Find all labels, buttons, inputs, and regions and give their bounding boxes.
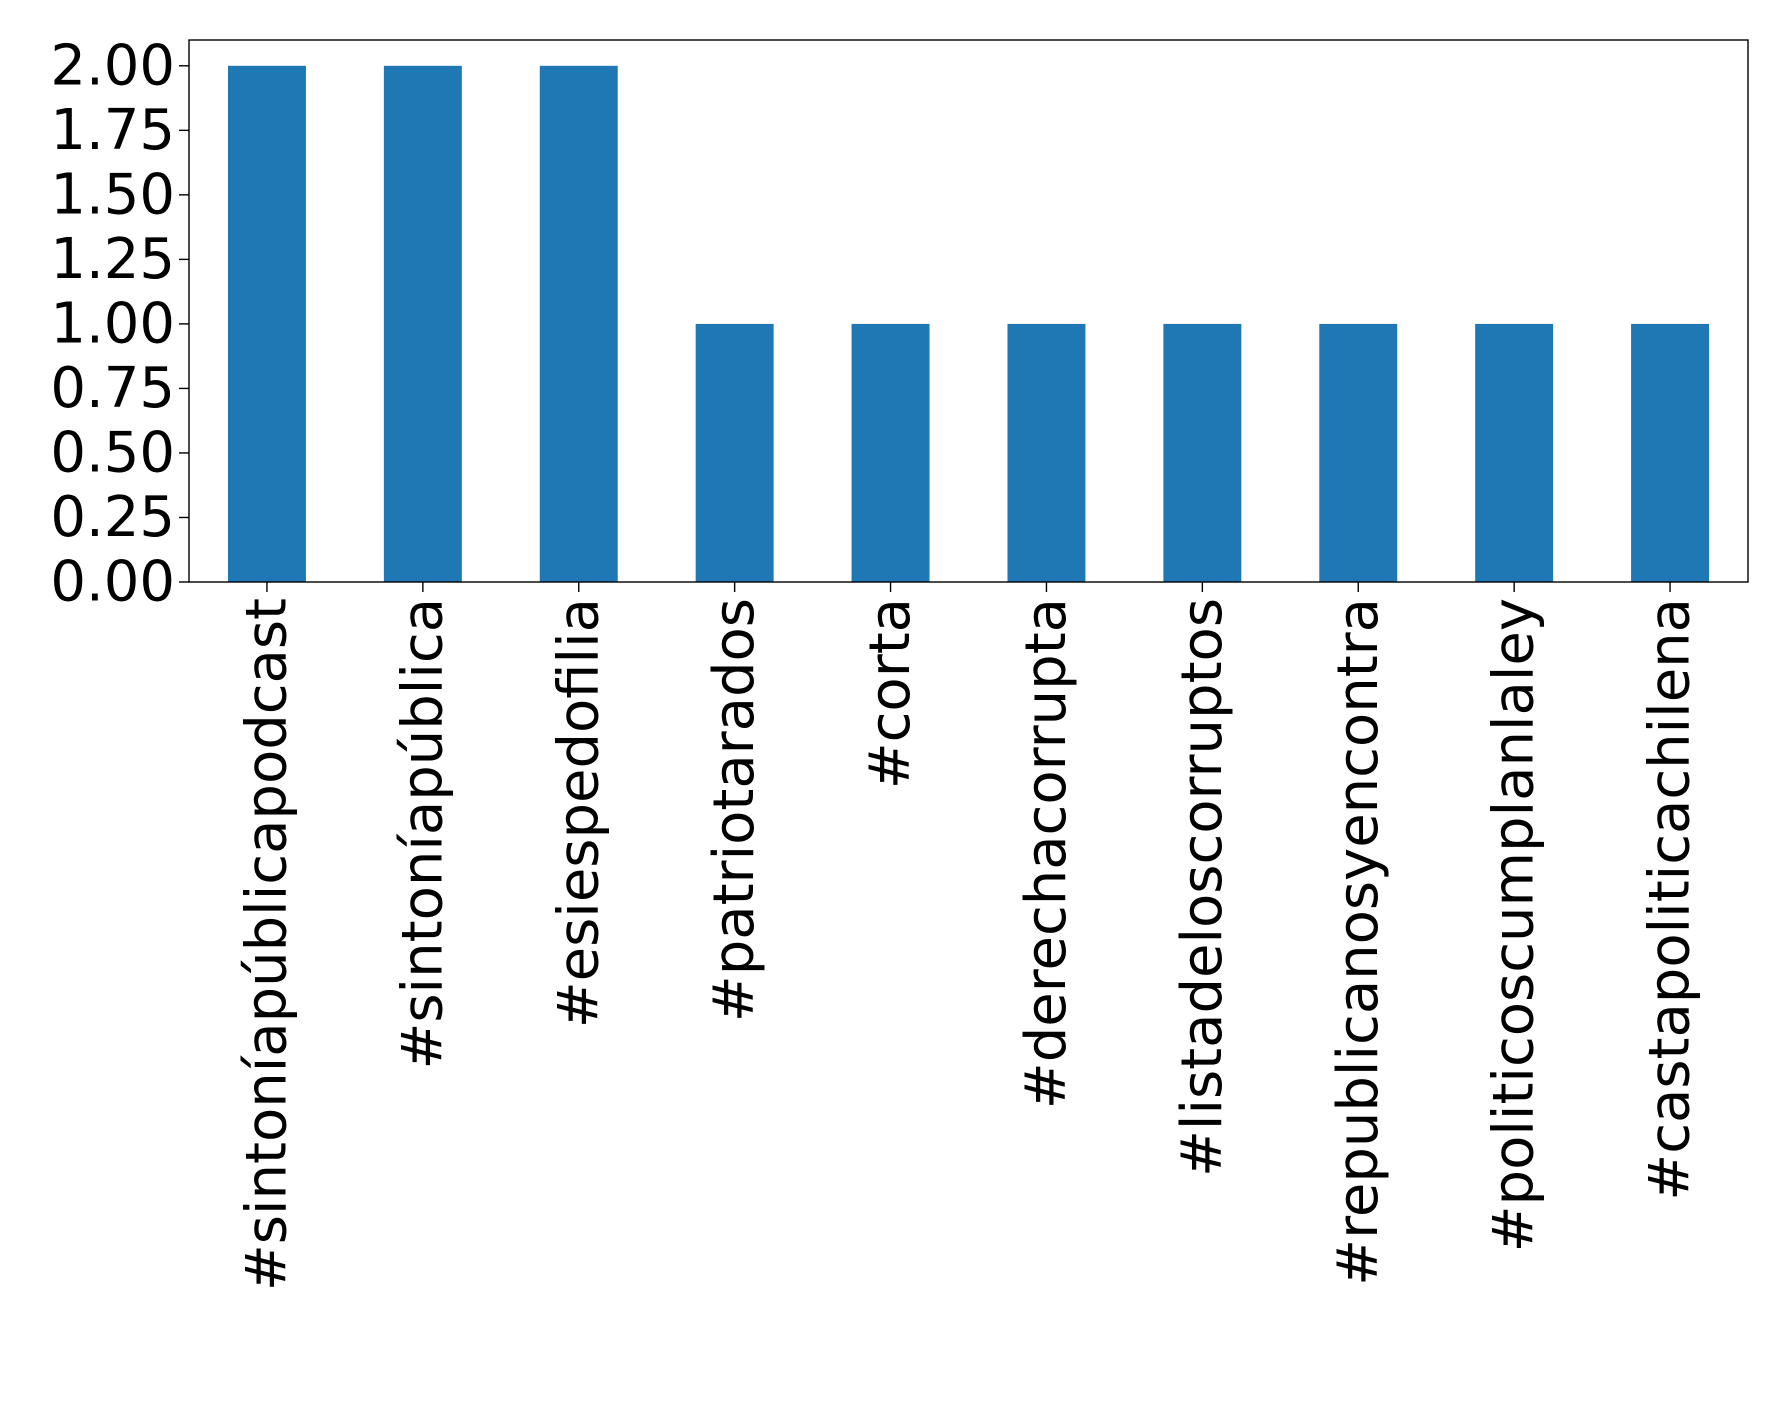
x-tick-label: #derechacorrupta (1014, 598, 1079, 1109)
y-tick-label: 1.25 (50, 227, 175, 292)
bar (227, 65, 306, 583)
y-tick-label: 0.50 (50, 420, 175, 485)
y-tick-label: 2.00 (50, 33, 175, 98)
bar (1319, 323, 1398, 582)
bar (1631, 323, 1710, 582)
x-tick-label: #esiespedofilia (546, 598, 611, 1028)
bar (1163, 323, 1242, 582)
bar (851, 323, 930, 582)
bar (695, 323, 774, 582)
bars-group (227, 65, 1710, 583)
x-tick-label: #listadeloscorruptos (1170, 598, 1235, 1177)
y-tick-label: 1.75 (50, 98, 175, 163)
x-tick-label: #politicoscumplanlaley (1482, 598, 1547, 1252)
plot-frame (188, 39, 1749, 583)
y-tick-label: 1.50 (50, 162, 175, 227)
bar (383, 65, 462, 583)
x-axis: #sintoníapúblicapodcast #sintoníapública #… (234, 582, 1703, 1291)
bar (1007, 323, 1086, 582)
y-tick-label: 0.00 (50, 550, 175, 615)
x-tick-label: #sintoníapúblicapodcast (234, 598, 299, 1291)
bar (539, 65, 618, 583)
y-tick-label: 1.00 (50, 291, 175, 356)
y-axis: 0.000.250.500.751.001.251.501.752.00 (50, 33, 189, 615)
x-tick-label: #patriotarados (702, 598, 767, 1022)
x-tick-label: #castapoliticachilena (1638, 598, 1703, 1201)
y-tick-label: 0.75 (50, 356, 175, 421)
x-tick-label: #republicanosyencontra (1326, 598, 1391, 1286)
x-tick-label: #sintoníapública (390, 598, 455, 1070)
y-tick-label: 0.25 (50, 485, 175, 550)
x-tick-label: #corta (858, 598, 923, 789)
bar (1475, 323, 1554, 582)
